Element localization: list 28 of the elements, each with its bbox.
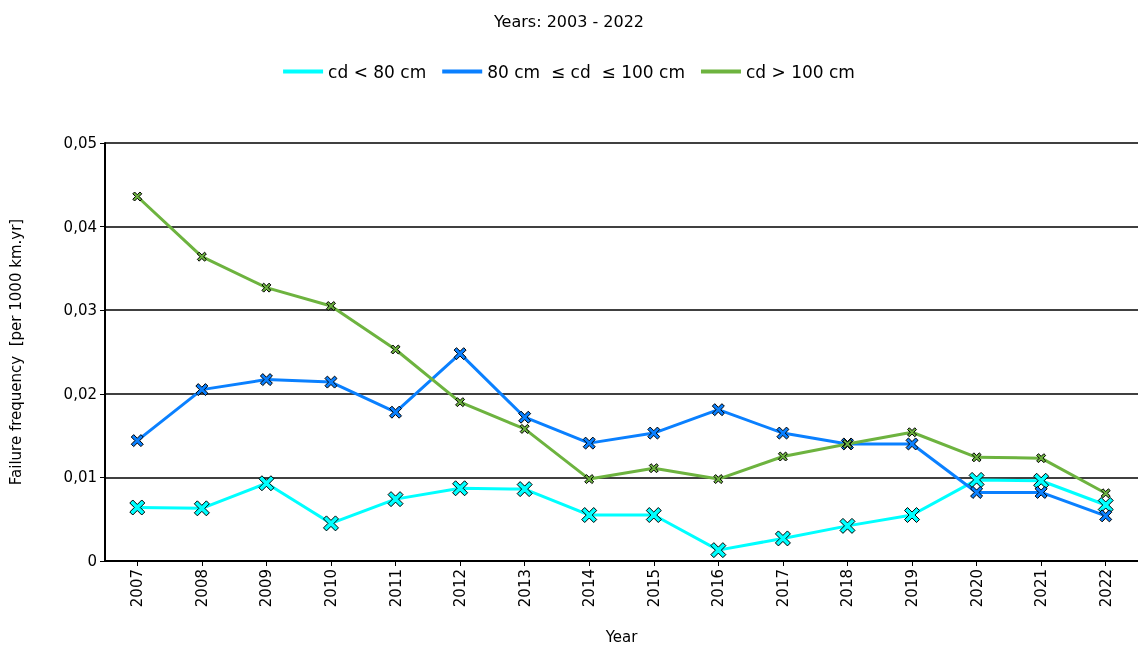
x-tick-label: 2011 xyxy=(386,569,405,608)
y-tick-label: 0 xyxy=(87,552,97,570)
y-tick-label: 0,01 xyxy=(63,468,97,487)
legend-label: 80 cm ≤ cd ≤ 100 cm xyxy=(487,61,685,82)
x-tick-label: 2013 xyxy=(515,569,534,608)
chart-title: Years: 2003 - 2022 xyxy=(492,11,645,31)
y-tick-label: 0,04 xyxy=(63,217,97,236)
y-tick-label: 0,05 xyxy=(63,134,97,152)
x-tick-label: 2010 xyxy=(321,569,340,608)
x-tick-label: 2018 xyxy=(838,569,857,608)
legend-label: cd > 100 cm xyxy=(745,61,855,82)
x-tick-label: 2009 xyxy=(257,569,276,608)
x-tick-label: 2008 xyxy=(192,569,211,608)
x-tick-label: 2021 xyxy=(1032,569,1051,608)
x-tick-label: 2007 xyxy=(128,569,147,608)
legend-label: cd < 80 cm xyxy=(328,61,427,82)
x-tick-label: 2016 xyxy=(709,569,728,608)
y-tick-label: 0,02 xyxy=(63,384,97,403)
y-axis-title: Failure frequency [per 1000 km.yr] xyxy=(6,218,25,486)
x-axis-title: Year xyxy=(604,627,639,646)
x-tick-label: 2017 xyxy=(773,569,792,608)
x-tick-label: 2019 xyxy=(903,569,922,608)
x-tick-label: 2022 xyxy=(1096,569,1115,608)
x-tick-label: 2020 xyxy=(967,569,986,608)
y-tick-label: 0,03 xyxy=(63,301,97,320)
x-tick-label: 2014 xyxy=(580,569,599,608)
x-tick-label: 2012 xyxy=(451,569,470,608)
x-tick-label: 2015 xyxy=(644,569,663,608)
